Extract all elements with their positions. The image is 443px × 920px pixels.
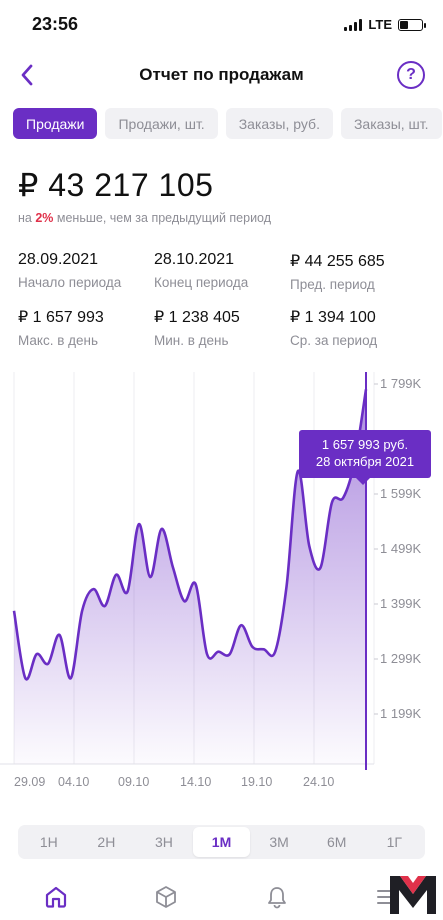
tooltip-amount: 1 657 993 руб. bbox=[321, 437, 409, 452]
period-1y[interactable]: 1Г bbox=[386, 834, 402, 850]
back-button[interactable] bbox=[10, 58, 44, 92]
help-icon: ? bbox=[406, 66, 416, 83]
brand-logo-icon bbox=[390, 876, 436, 914]
period-selector: 1Н 2Н 3Н 1М 3М 6М 1Г bbox=[18, 825, 425, 859]
stat-label: Пред. период bbox=[290, 277, 375, 292]
tooltip-date: 28 октября 2021 bbox=[315, 454, 415, 469]
stat-value: ₽ 1 657 993 bbox=[18, 309, 104, 326]
period-comparison: на 2% меньше, чем за предыдущий период bbox=[18, 211, 271, 225]
period-2w[interactable]: 2Н bbox=[97, 834, 116, 850]
period-1m[interactable]: 1М bbox=[192, 827, 251, 857]
y-tick-label: 1 799K bbox=[380, 376, 422, 391]
stat-min-per-day: ₽ 1 238 405 Мин. в день bbox=[154, 307, 294, 348]
status-bar: 23:56 LTE bbox=[0, 0, 443, 48]
nav-notifications[interactable] bbox=[262, 882, 292, 912]
y-tick-label: 1 599K bbox=[380, 486, 422, 501]
x-tick-label: 24.10 bbox=[303, 775, 334, 789]
comparison-percent: 2% bbox=[35, 211, 54, 225]
network-label: LTE bbox=[368, 17, 392, 32]
bottom-navigation bbox=[0, 872, 443, 920]
stat-value: 28.10.2021 bbox=[154, 251, 235, 268]
x-tick-label: 19.10 bbox=[241, 775, 272, 789]
total-sales: ₽ 43 217 105 bbox=[18, 167, 214, 203]
stat-label: Мин. в день bbox=[154, 333, 229, 348]
metric-tabs: Продажи Продажи, шт. Заказы, руб. Заказы… bbox=[13, 108, 442, 139]
stat-value: ₽ 44 255 685 bbox=[290, 253, 385, 270]
x-tick-label: 29.09 bbox=[14, 775, 45, 789]
home-icon bbox=[45, 886, 67, 908]
stat-value: ₽ 1 238 405 bbox=[154, 309, 240, 326]
period-3m[interactable]: 3М bbox=[269, 834, 289, 850]
y-tick-label: 1 399K bbox=[380, 596, 422, 611]
comparison-prefix: на bbox=[18, 211, 36, 225]
nav-products[interactable] bbox=[151, 882, 181, 912]
header: Отчет по продажам ? bbox=[0, 52, 443, 98]
help-button[interactable]: ? bbox=[397, 61, 425, 89]
x-tick-label: 14.10 bbox=[180, 775, 211, 789]
x-tick-label: 04.10 bbox=[58, 775, 89, 789]
stat-average: ₽ 1 394 100 Ср. за период bbox=[290, 307, 430, 348]
battery-icon bbox=[398, 18, 426, 31]
tab-orders-units[interactable]: Заказы, шт. bbox=[340, 108, 442, 139]
sales-line bbox=[12, 389, 368, 681]
stat-period-start: 28.09.2021 Начало периода bbox=[18, 251, 158, 290]
stat-label: Начало периода bbox=[18, 275, 122, 290]
comparison-suffix: меньше, чем за предыдущий период bbox=[53, 211, 272, 225]
period-1w[interactable]: 1Н bbox=[39, 834, 58, 850]
x-tick-label: 09.10 bbox=[118, 775, 149, 789]
stat-period-end: 28.10.2021 Конец периода bbox=[154, 251, 294, 290]
y-tick-label: 1 199K bbox=[380, 706, 422, 721]
chart-tooltip: 1 657 993 руб. 28 октября 2021 bbox=[299, 430, 431, 485]
sales-area-fill bbox=[14, 389, 366, 764]
stat-previous-period: ₽ 44 255 685 Пред. период bbox=[290, 251, 430, 292]
status-time: 23:56 bbox=[32, 14, 79, 34]
tab-sales-rub[interactable]: Продажи bbox=[13, 108, 98, 139]
signal-icon bbox=[344, 18, 363, 31]
page-title: Отчет по продажам bbox=[139, 65, 304, 84]
period-6m[interactable]: 6М bbox=[326, 834, 347, 850]
bell-icon bbox=[268, 887, 286, 909]
stat-value: ₽ 1 394 100 bbox=[290, 309, 376, 326]
status-indicators: LTE bbox=[344, 17, 426, 32]
stat-label: Конец периода bbox=[154, 275, 249, 290]
y-tick-label: 1 299K bbox=[380, 651, 422, 666]
stat-label: Ср. за период bbox=[290, 333, 378, 348]
y-tick-label: 1 499K bbox=[380, 541, 422, 556]
stat-value: 28.09.2021 bbox=[18, 251, 99, 268]
tab-sales-units[interactable]: Продажи, шт. bbox=[105, 108, 218, 139]
nav-home[interactable] bbox=[41, 882, 71, 912]
tab-orders-rub[interactable]: Заказы, руб. bbox=[225, 108, 333, 139]
stat-label: Макс. в день bbox=[18, 333, 99, 348]
box-icon bbox=[156, 886, 176, 908]
chevron-left-icon bbox=[21, 64, 33, 86]
stat-max-per-day: ₽ 1 657 993 Макс. в день bbox=[18, 307, 158, 348]
period-3w[interactable]: 3Н bbox=[154, 834, 173, 850]
